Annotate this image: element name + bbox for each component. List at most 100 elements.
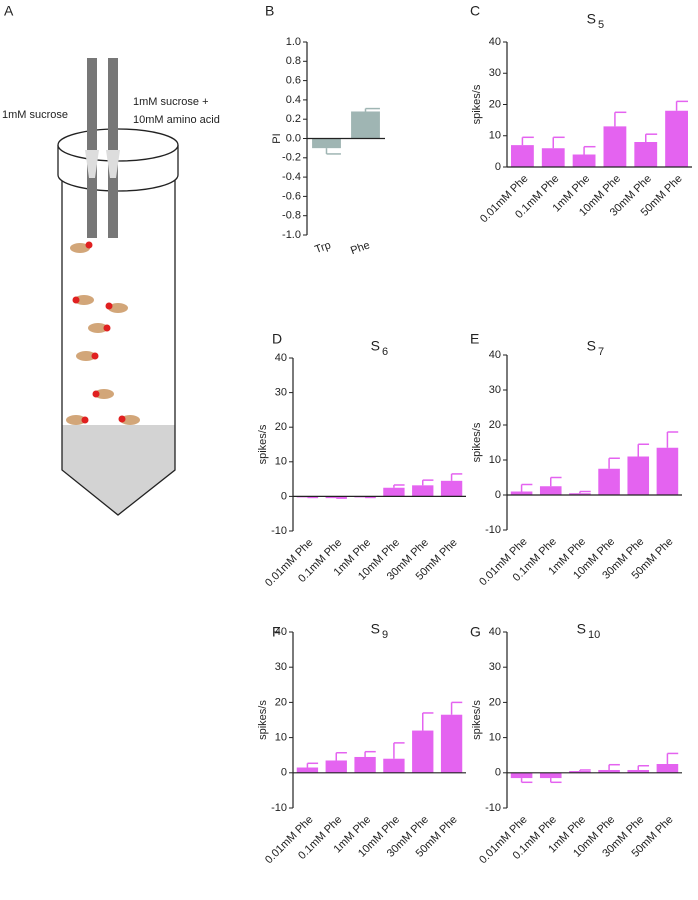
y-tick-label: 30 [489,67,501,79]
y-tick-label: 1.0 [286,36,301,48]
pipette [108,58,118,238]
panel-letter: B [265,3,274,19]
y-tick-label: -10 [271,802,287,814]
y-tick-label: 20 [489,98,501,110]
chart-title: S [577,621,586,637]
pipette-tip [106,150,120,178]
y-axis-label: spikes/s [471,422,483,462]
chart-title-sub: 7 [598,346,604,358]
bar [296,767,319,773]
panel-letter: C [470,3,480,19]
y-tick-label: 20 [275,421,287,433]
y-tick-label: 10 [275,732,287,744]
pipette [87,58,97,238]
panel-letter: G [470,624,481,640]
panel-letter: F [272,624,281,640]
food [62,425,175,515]
y-tick-label: 10 [489,130,501,142]
bar [569,493,591,495]
y-tick-label: 20 [275,696,287,708]
bar [510,772,533,779]
y-tick-label: 0.4 [286,94,301,106]
right-label: 1mM sucrose + [133,96,209,108]
chart-title: S [587,11,596,27]
bar [440,480,463,497]
pipette-tip [85,150,99,178]
y-tick-label: -10 [271,525,287,537]
chart-title-sub: 10 [588,629,600,641]
y-axis-label: spikes/s [471,84,483,124]
y-axis-label: PI [271,133,283,143]
bar [412,730,434,773]
bar [511,145,534,167]
chart-title: S [371,338,380,354]
x-tick-label: Trp [313,239,332,256]
bar [627,769,650,773]
bar [383,758,405,773]
bar [440,714,463,773]
chart-title-sub: 6 [382,346,388,358]
bar [627,456,650,495]
bar [510,491,533,495]
y-tick-label: -0.4 [282,171,301,183]
y-tick-label: -1.0 [282,229,301,241]
chart-title: S [587,338,596,354]
bar [634,142,658,167]
chart-title: S [371,621,380,637]
flies [66,241,140,425]
bar [665,110,688,167]
y-tick-label: 0.2 [286,113,301,125]
y-tick-label: 10 [489,454,501,466]
tube [61,180,176,516]
panel-letter: E [470,331,479,347]
y-tick-label: 10 [275,456,287,468]
y-tick-label: 30 [275,661,287,673]
y-tick-label: 0 [495,489,501,501]
bar [351,111,380,139]
y-tick-label: 40 [489,349,501,361]
y-axis-label: spikes/s [471,700,483,740]
y-tick-label: -0.8 [282,210,301,222]
y-tick-label: 0 [281,767,287,779]
y-tick-label: 40 [489,36,501,48]
y-tick-label: 0.8 [286,55,301,67]
panel-a: A 1mM sucrose 1mM sucrose + 10mM amino a… [2,3,220,516]
y-tick-label: 0.6 [286,75,301,87]
bar [541,148,565,167]
y-tick-label: 20 [489,419,501,431]
y-tick-label: 30 [275,387,287,399]
bar [598,468,620,495]
bar [598,769,620,773]
bar [656,764,679,773]
y-axis-label: spikes/s [257,700,269,740]
chart-title-sub: 9 [382,629,388,641]
bar [539,486,562,495]
y-tick-label: 40 [275,626,287,638]
chart-title-sub: 5 [598,19,604,31]
y-tick-label: -10 [485,524,501,536]
bar [572,154,596,167]
chart: B PI -1.0 -0.8 -0.6 -0.4 -0.2 0.0 0.2 0.4 0.6 0.8 1.… [265,3,385,257]
bar [325,496,347,499]
y-tick-label: 0 [281,490,287,502]
bar [325,760,347,773]
y-tick-label: -10 [485,802,501,814]
bar [569,771,591,773]
bar [354,756,376,773]
bar [412,485,434,497]
bar [539,772,562,779]
y-tick-label: 0 [495,767,501,779]
y-tick-label: 0 [495,161,501,173]
panel-letter: A [4,3,14,19]
y-tick-label: 10 [489,732,501,744]
y-tick-label: 40 [489,626,501,638]
bar [383,487,405,497]
panel-letter: D [272,331,282,347]
y-tick-label: -0.6 [282,190,301,202]
bar [603,126,627,167]
